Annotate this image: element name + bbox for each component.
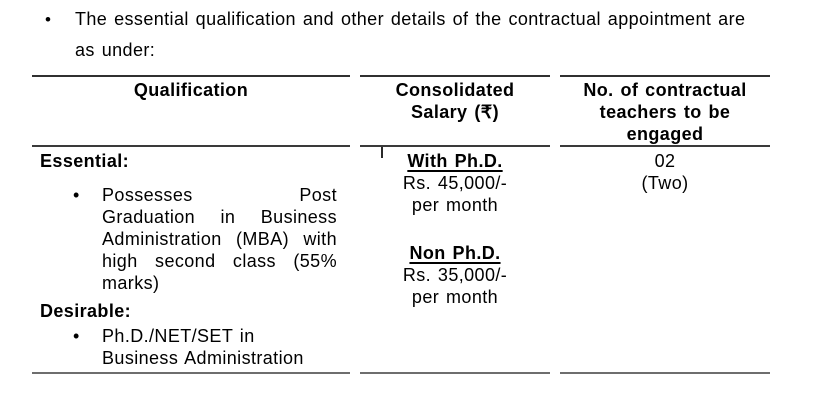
header-teachers-engaged: No. of contractual teachers to be engage… — [560, 75, 770, 147]
teachers-count-words: (Two) — [641, 173, 689, 193]
non-phd-amount: Rs. 35,000/- — [402, 265, 508, 285]
teachers-count-cell: 02 (Two) — [560, 147, 770, 374]
teachers-count: 02 — [654, 151, 676, 171]
with-phd-amount: Rs. 45,000/- — [402, 173, 508, 193]
bullet-icon: • — [73, 185, 80, 205]
header-consolidated-salary: Consolidated Salary (₹) — [360, 75, 550, 147]
desirable-label: Desirable: — [40, 301, 132, 321]
salary-cell: With Ph.D. Rs. 45,000/- per month Non Ph… — [360, 147, 550, 374]
non-phd-period: per month — [411, 287, 499, 307]
with-phd-label: With Ph.D. — [407, 151, 503, 171]
document-page: { "colors": { "text": "#000000", "rule_d… — [0, 4, 824, 417]
qualification-table: Qualification Consolidated Salary (₹) No… — [32, 75, 770, 374]
list-item: • Possesses Post Graduation in Business … — [73, 184, 350, 294]
bullet-icon: • — [73, 326, 80, 346]
bullet-icon: • — [45, 10, 52, 29]
essential-label: Essential: — [40, 151, 130, 171]
salary-non-phd: Non Ph.D. Rs. 35,000/- per month — [360, 242, 550, 308]
salary-with-phd: With Ph.D. Rs. 45,000/- per month — [360, 150, 550, 216]
with-phd-period: per month — [411, 195, 499, 215]
non-phd-label: Non Ph.D. — [409, 243, 501, 263]
header-qualification: Qualification — [32, 75, 350, 147]
qualification-cell: Essential: • Possesses Post Graduation i… — [32, 147, 350, 374]
essential-item-text: Possesses Post Graduation in Business Ad… — [102, 185, 337, 293]
intro-bullet-item: • The essential qualification and other … — [45, 4, 817, 66]
desirable-item-text: Ph.D./NET/SET in Business Administration — [102, 326, 304, 368]
intro-text: The essential qualification and other de… — [75, 9, 746, 60]
list-item: • Ph.D./NET/SET in Business Administrati… — [73, 325, 350, 369]
